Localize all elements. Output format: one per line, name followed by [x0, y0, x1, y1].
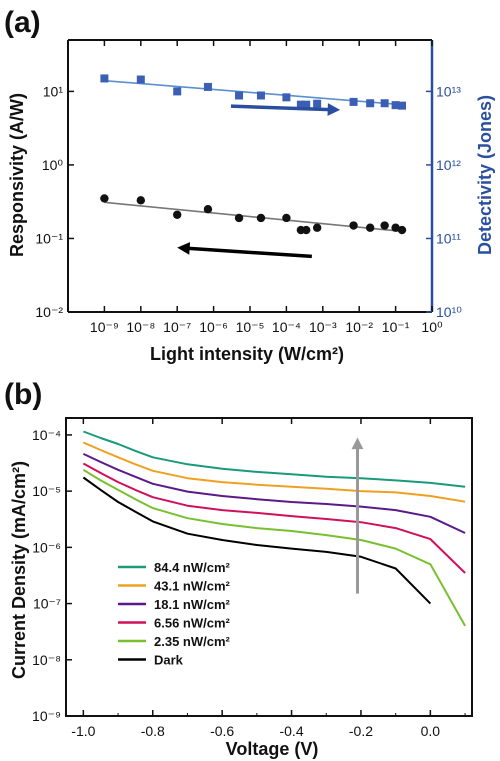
panel-b-series-line: [83, 430, 466, 488]
panel-b-series-line: [82, 468, 466, 627]
panel-b-x-tick-label: -0.4: [279, 723, 303, 739]
panel-b-y-tick-label: 10⁻⁹: [32, 708, 61, 724]
panel-b-y-tick-label: 10⁻⁴: [32, 427, 61, 443]
panel-a-x-tick-label: 10⁻⁹: [90, 319, 119, 335]
panel-a-y-tick-label: 10⁰: [42, 157, 64, 173]
panel-a-x-tick-label: 10⁻⁵: [236, 319, 265, 335]
panel-a-responsivity-point: [380, 221, 389, 230]
panel-a-detectivity-point: [173, 87, 182, 96]
panel-b-chart: -1.0 -0.8 -0.6 -0.4 -0.2 0.0 10⁻⁹ 10⁻⁸ 10⁻⁷ 10⁻⁶ 1…: [32, 417, 473, 739]
panel-b-arrow-head: [351, 437, 364, 450]
panel-b-x-tick-label: -0.6: [210, 723, 234, 739]
panel-b-x-tick-label: -0.8: [141, 723, 165, 739]
panel-a-x-tick-label: 10⁻¹: [382, 319, 410, 335]
panel-a-chart: 10⁻⁹ 10⁻⁸ 10⁻⁷ 10⁻⁶ 10⁻⁵ 10⁻⁴ 10⁻³ 10⁻² 10⁻¹ 10⁰1…: [35, 39, 462, 335]
panel-a-responsivity-point: [100, 194, 109, 203]
panel-a-trend-arrow: [230, 104, 331, 112]
panel-a-y-tick-label: 10¹: [43, 83, 64, 99]
panel-a-right-axis-title: Detectivity (Jones): [475, 95, 495, 255]
panel-a-x-tick-label: 10⁻³: [309, 319, 337, 335]
panel-b-legend-label: 43.1 nW/cm²: [154, 579, 231, 594]
panel-a-left-axis-title: Responsivity (A/W): [7, 93, 27, 257]
panel-b-legend-label: 84.4 nW/cm²: [154, 560, 231, 575]
panel-a-responsivity-point: [203, 205, 213, 214]
panel-a-responsivity-point: [282, 213, 291, 223]
panel-a-y-tick-label: 10⁻¹: [35, 230, 63, 246]
panel-a-x-tick-label: 10⁻⁴: [272, 319, 301, 335]
panel-a-label: (a): [4, 6, 41, 39]
panel-a-detectivity-point: [398, 101, 407, 110]
panel-b-x-tick-label: -0.2: [349, 723, 373, 739]
panel-b-legend-label: Dark: [154, 653, 184, 668]
panel-b-y-tick-label: 10⁻⁶: [32, 539, 61, 555]
panel-b-legend-label: 6.56 nW/cm²: [154, 616, 231, 631]
panel-b-series-line: [82, 462, 466, 574]
panel-a-y2-tick-label: 10¹⁰: [436, 304, 462, 320]
panel-a-responsivity-point: [365, 223, 375, 232]
panel-b-y-tick-label: 10⁻⁷: [33, 596, 61, 612]
panel-a-detectivity-point: [313, 99, 322, 108]
panel-a-responsivity-point: [349, 221, 358, 230]
panel-b-y-tick-label: 10⁻⁵: [32, 483, 61, 499]
panel-b-label: (b): [4, 378, 42, 411]
panel-a-responsivity-point: [302, 225, 311, 235]
panel-a-y2-tick-label: 10¹²: [436, 157, 461, 173]
panel-a-responsivity-point: [136, 196, 145, 205]
panel-a-detectivity-point: [136, 75, 145, 84]
panel-a-detectivity-point: [391, 101, 400, 110]
panel-b-x-axis-title: Voltage (V): [226, 739, 319, 759]
panel-b-series-line: [82, 452, 466, 534]
panel-a-detectivity-point: [100, 74, 109, 83]
panel-a-trend-arrow: [187, 246, 312, 259]
panel-a-responsivity-point: [391, 223, 400, 232]
panel-b-legend-label: 18.1 nW/cm²: [154, 597, 231, 612]
panel-b-y-axis-title: Current Density (mA/cm²): [9, 461, 29, 679]
panel-a-responsivity-point: [256, 213, 266, 223]
panel-a-detectivity-point: [235, 91, 244, 100]
panel-a-responsivity-point: [173, 210, 182, 219]
panel-b-x-tick-label: -1.0: [71, 723, 95, 739]
panel-a-detectivity-point: [302, 100, 311, 109]
panel-a-x-tick-label: 10⁻⁸: [126, 319, 155, 335]
panel-a-detectivity-point: [282, 93, 291, 102]
panel-a-responsivity-point: [312, 223, 322, 232]
panel-a-x-tick-label: 10⁻⁶: [199, 319, 228, 335]
panel-a-y-tick-label: 10⁻²: [35, 304, 63, 320]
panel-a-y2-tick-label: 10¹¹: [436, 230, 461, 246]
panel-b-series-line: [82, 476, 432, 605]
panel-a-detectivity-point: [256, 91, 265, 100]
panel-b-series-line: [83, 441, 466, 503]
panel-a-arrow-head: [327, 103, 341, 116]
panel-a-x-tick-label: 10⁰: [421, 319, 443, 335]
panel-a-arrow-head: [177, 242, 191, 255]
panel-a-detectivity-point: [366, 99, 375, 108]
panel-a-detectivity-point: [203, 82, 212, 91]
panel-a-y2-tick-label: 10¹³: [436, 83, 461, 99]
panel-b-legend-label: 2.35 nW/cm²: [154, 634, 231, 649]
panel-b-x-tick-label: 0.0: [421, 723, 441, 739]
panel-a-detectivity-point: [349, 97, 358, 106]
panel-b-y-tick-label: 10⁻⁸: [32, 652, 61, 668]
panel-a-x-axis-title: Light intensity (W/cm²): [150, 344, 344, 364]
panel-a-detectivity-point: [296, 100, 305, 109]
panel-a-x-tick-label: 10⁻⁷: [163, 319, 191, 335]
panel-b-plot-frame: [65, 417, 473, 717]
panel-a-x-tick-label: 10⁻²: [345, 319, 373, 335]
panel-a-responsivity-point: [234, 213, 244, 223]
panel-a-detectivity-point: [380, 99, 389, 108]
panel-a-responsivity-point: [397, 225, 407, 235]
